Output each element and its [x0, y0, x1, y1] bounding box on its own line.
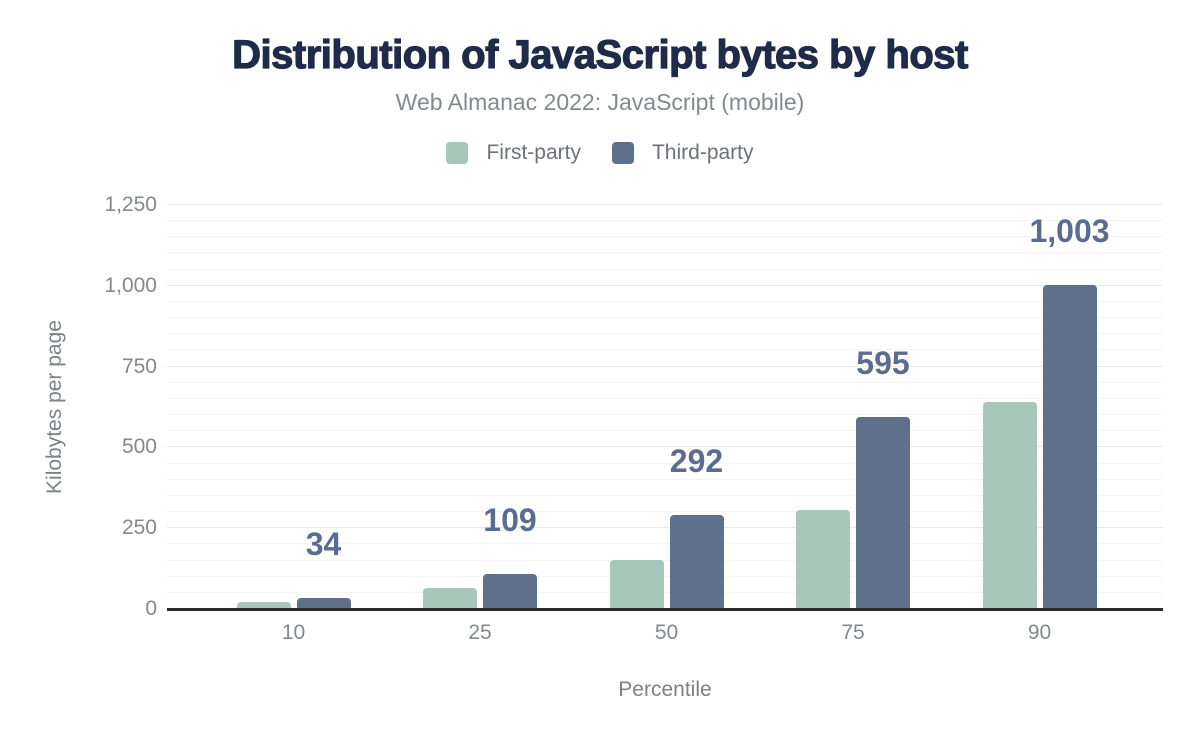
gridline-minor [167, 381, 1163, 383]
x-tick-label: 50 [654, 621, 679, 644]
legend-item-third-party: Third-party [611, 141, 754, 165]
gridline-minor [167, 268, 1163, 270]
data-label-third-party-p75: 595 [856, 344, 910, 381]
chart-title: Distribution of JavaScript bytes by host [232, 32, 969, 77]
x-axis-line [167, 608, 1163, 611]
chart-subtitle: Web Almanac 2022: JavaScript (mobile) [395, 89, 805, 115]
data-label-third-party-p10: 34 [305, 526, 342, 563]
bar-third-party-p90[interactable] [1042, 284, 1097, 609]
gridline-major [167, 446, 1163, 448]
y-tick-label: 750 [121, 354, 157, 378]
bar-first-party-p10[interactable] [236, 602, 291, 609]
legend-item-first-party: First-party [446, 141, 581, 165]
gridline-minor [167, 575, 1163, 577]
bar-third-party-p75[interactable] [856, 416, 910, 609]
legend-label-first-party: First-party [486, 141, 581, 164]
gridline-major [167, 284, 1163, 286]
data-label-third-party-p25: 109 [483, 501, 537, 538]
gridline-minor [167, 317, 1163, 319]
first-party-swatch-icon [446, 142, 469, 164]
gridline-major [167, 365, 1163, 367]
x-tick-label: 25 [468, 621, 492, 644]
x-axis-tick-labels: 10 25 50 75 90 [167, 621, 1163, 649]
gridline-minor [167, 397, 1163, 399]
gridline-minor [167, 414, 1163, 416]
x-tick-label: 10 [281, 621, 306, 644]
y-tick-label: 1,000 [104, 273, 157, 297]
data-label-third-party-p90: 1,003 [1029, 212, 1110, 249]
bar-third-party-p10[interactable] [296, 598, 351, 609]
gridline-minor [167, 543, 1163, 545]
gridline-minor [167, 494, 1163, 496]
gridline-major [167, 527, 1163, 529]
chart-legend: First-party Third-party [0, 141, 1200, 165]
gridline-minor [167, 333, 1163, 335]
y-tick-label: 500 [121, 435, 157, 459]
x-axis-title: Percentile [618, 678, 712, 701]
gridline-minor [167, 591, 1163, 593]
gridline-minor [167, 478, 1163, 480]
gridline-minor [167, 511, 1163, 513]
legend-label-third-party: Third-party [651, 141, 754, 164]
gridline-major [167, 204, 1163, 205]
gridline-minor [167, 252, 1163, 254]
gridline-minor [167, 462, 1163, 464]
bar-first-party-p25[interactable] [423, 588, 477, 609]
bar-first-party-p90[interactable] [982, 402, 1037, 609]
gridline-minor [167, 559, 1163, 561]
gridline-minor [167, 220, 1163, 222]
bar-first-party-p75[interactable] [796, 510, 850, 609]
gridline-minor [167, 349, 1163, 351]
y-tick-label: 1,250 [104, 193, 157, 216]
y-tick-label: 250 [121, 516, 157, 540]
x-tick-label: 75 [841, 621, 865, 644]
x-tick-label: 90 [1027, 621, 1052, 644]
bar-third-party-p50[interactable] [669, 514, 724, 609]
y-tick-label: 0 [145, 597, 157, 620]
third-party-swatch-icon [611, 142, 634, 164]
bar-first-party-p50[interactable] [609, 559, 664, 609]
gridlines-layer [167, 204, 1163, 609]
gridline-minor [167, 300, 1163, 302]
bar-third-party-p25[interactable] [483, 573, 537, 609]
bars-layer: 34 109 292 595 1,003 [167, 205, 1163, 609]
gridline-minor [167, 430, 1163, 432]
plot-area: 34 109 292 595 1,003 [167, 204, 1163, 611]
data-label-third-party-p50: 292 [669, 442, 724, 479]
gridline-minor [167, 236, 1163, 238]
y-axis-tick-labels: 0 250 500 750 1,000 1,250 [0, 193, 157, 620]
